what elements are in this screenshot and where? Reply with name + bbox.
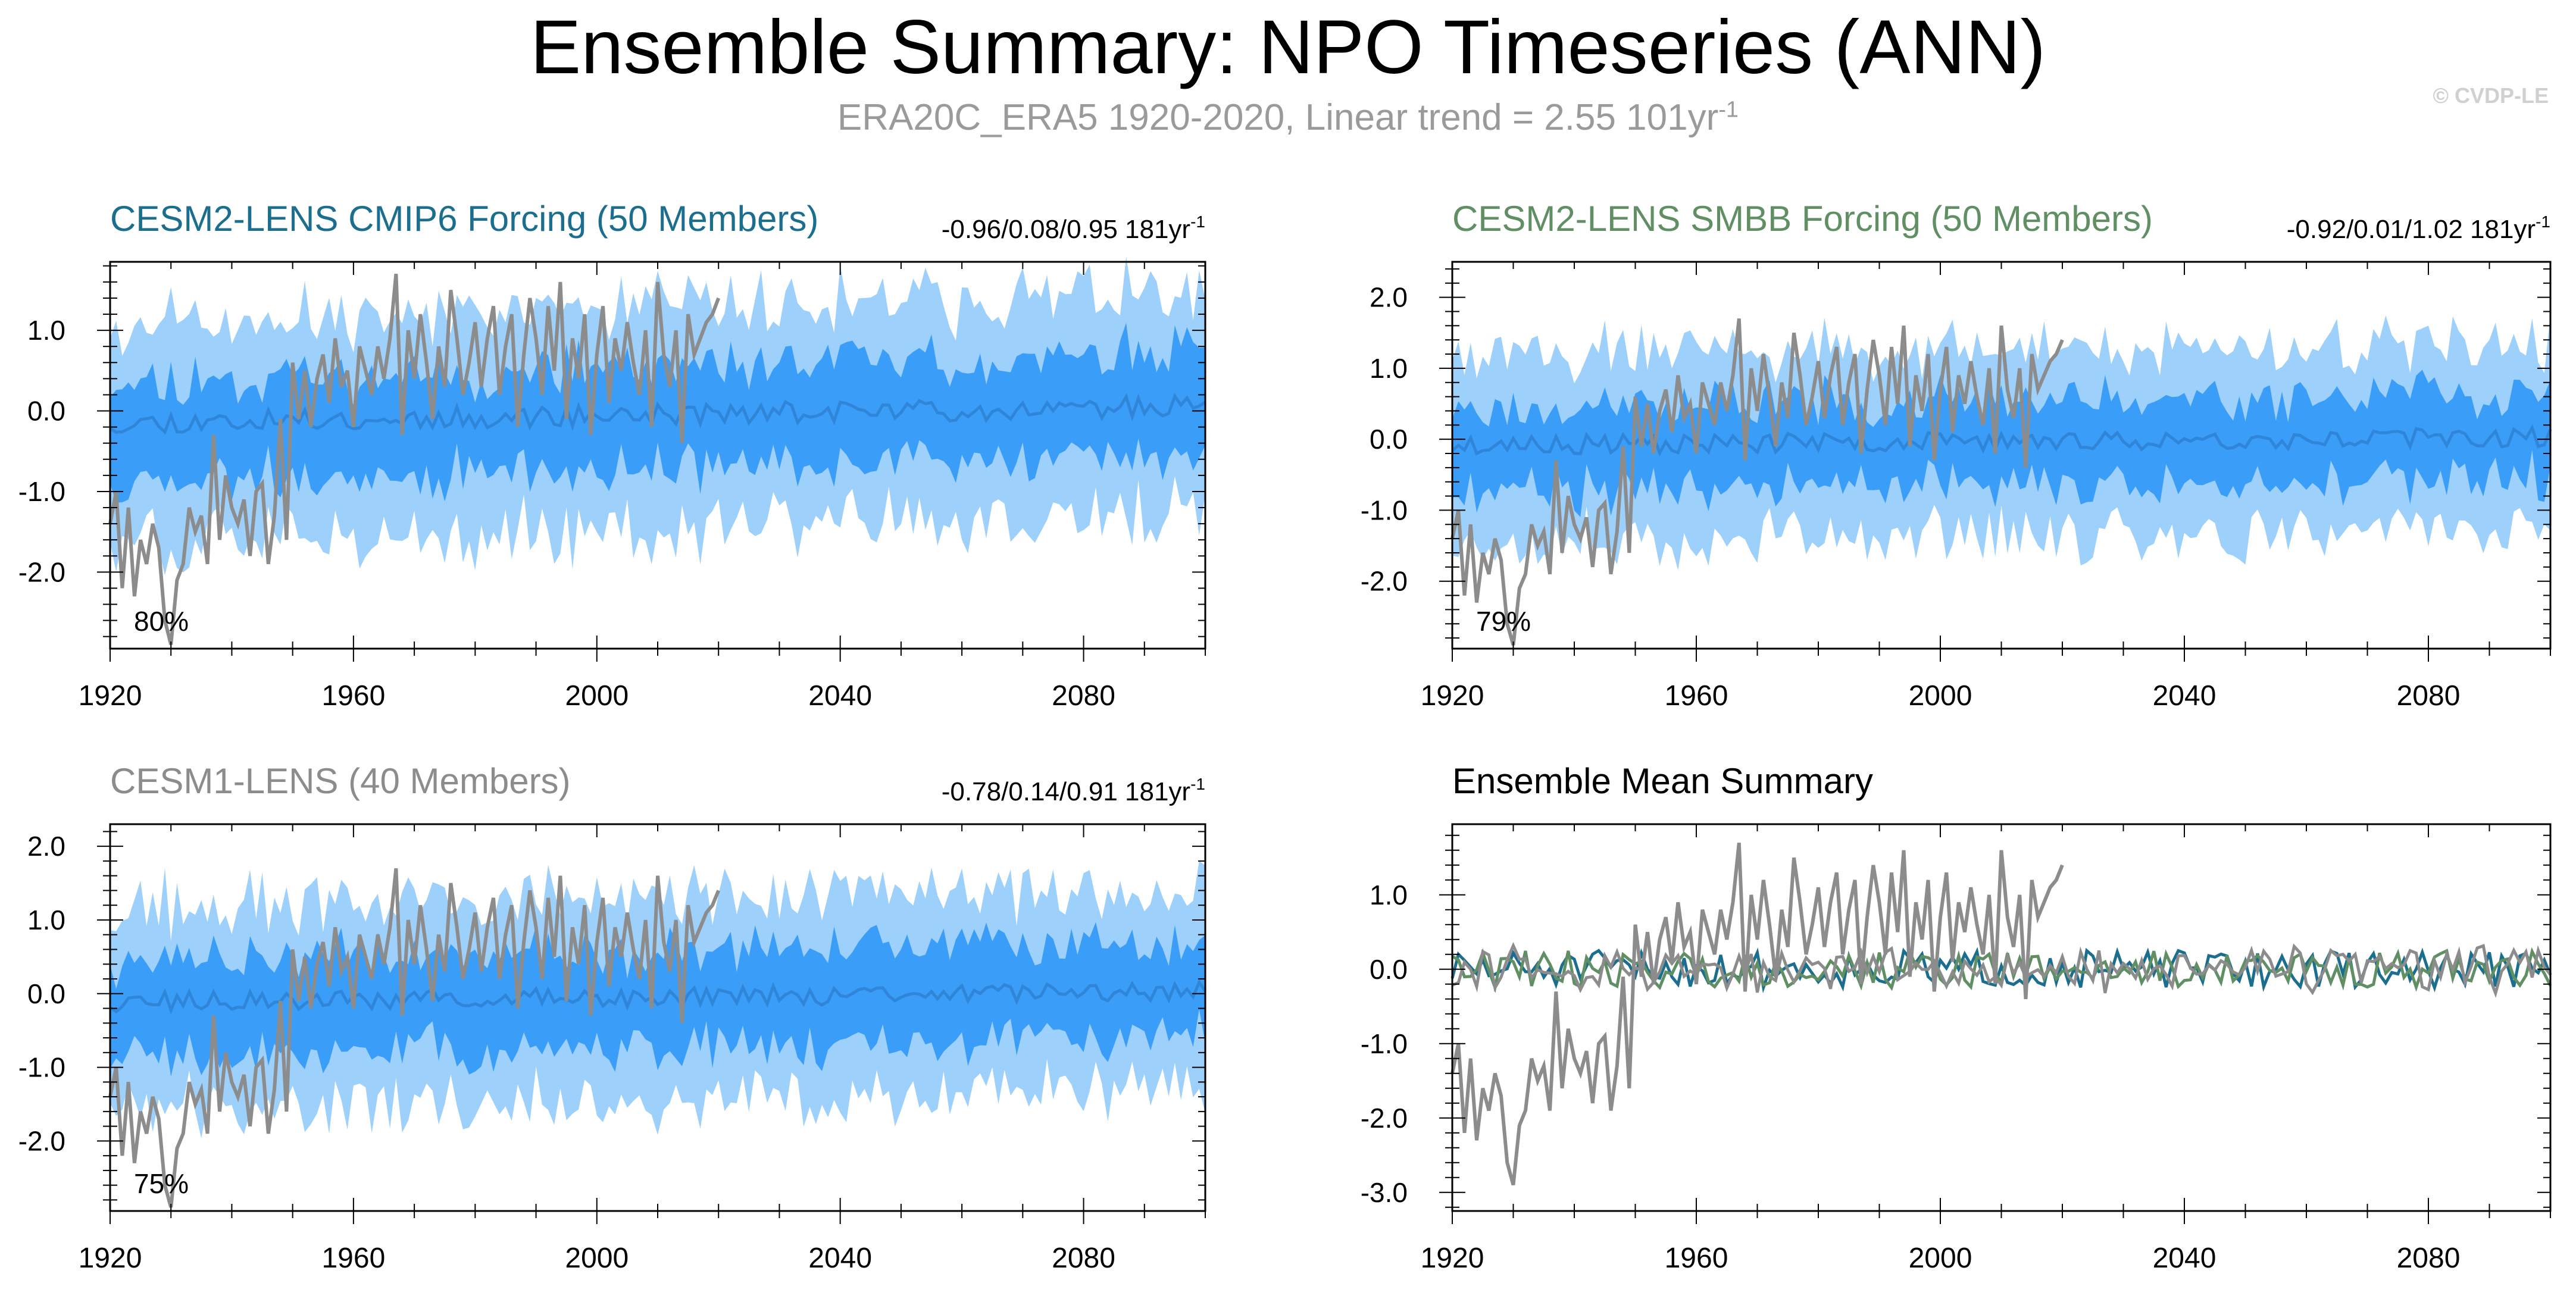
y-tick-label: -1.0 [1361, 495, 1408, 525]
y-tick-label: -1.0 [18, 476, 65, 507]
x-tick-label: 2080 [1052, 1243, 1115, 1274]
x-tick-label: 2040 [808, 680, 872, 712]
x-tick-label: 1960 [321, 680, 385, 712]
panel-stats: -0.78/0.14/0.91 181yr-1 [942, 775, 1205, 806]
observed-series-line [108, 274, 721, 645]
y-tick-label: 0.0 [27, 396, 65, 427]
observed-series-line [108, 868, 720, 1208]
percent-label: 79% [1476, 606, 1531, 637]
x-tick-label: 2000 [565, 1243, 629, 1274]
credit-label: © CVDP-LE [2433, 83, 2549, 108]
y-tick-label: -2.0 [1361, 566, 1408, 597]
y-tick-label: 1.0 [1370, 353, 1408, 384]
y-tick-label: 1.0 [1370, 880, 1408, 910]
y-tick-label: -1.0 [18, 1052, 65, 1083]
x-tick-label: 2040 [808, 1243, 872, 1274]
panel-stats: -0.96/0.08/0.95 181yr-1 [942, 212, 1205, 244]
x-tick-label: 2000 [1909, 1243, 1972, 1274]
y-tick-label: 1.0 [27, 905, 65, 935]
subtitle-superscript: -1 [1718, 97, 1739, 123]
x-tick-label: 2040 [2153, 1243, 2217, 1274]
ensemble-mean-line [109, 393, 1206, 435]
x-tick-label: 1920 [1421, 1243, 1484, 1274]
y-tick-label: 0.0 [1370, 954, 1408, 985]
x-tick-label: 2000 [1909, 680, 1972, 712]
y-tick-label: -2.0 [1361, 1103, 1408, 1134]
x-tick-label: 2040 [2153, 680, 2217, 712]
percent-label: 80% [134, 606, 189, 637]
y-tick-label: 0.0 [1370, 424, 1408, 455]
panel-stats-superscript: -1 [1190, 775, 1205, 793]
panel-stats-superscript: -1 [1190, 212, 1205, 231]
panel-title: Ensemble Mean Summary [1452, 761, 1873, 801]
subtitle-text: ERA20C_ERA5 1920-2020, Linear trend = 2.… [837, 97, 1719, 138]
panel-stats-text: -0.78/0.14/0.91 181yr [942, 777, 1190, 806]
panel-stats-text: -0.92/0.01/1.02 181yr [2287, 215, 2536, 244]
x-tick-label: 2000 [565, 680, 629, 712]
x-tick-label: 1920 [79, 680, 142, 712]
ensemble-mean-line [1451, 424, 2552, 457]
y-tick-label: -2.0 [18, 1125, 65, 1156]
panel-stats: -0.92/0.01/1.02 181yr-1 [2287, 212, 2550, 244]
y-tick-label: 2.0 [1370, 282, 1408, 313]
chart-panel-cesm2-smbb: CESM2-LENS SMBB Forcing (50 Members) -0.9… [1361, 199, 2552, 712]
x-tick-label: 2080 [1052, 680, 1115, 712]
x-tick-label: 1920 [79, 1243, 142, 1274]
observed-series-line [1450, 842, 2064, 1186]
x-tick-label: 1960 [1665, 1243, 1728, 1274]
panel-title: CESM2-LENS SMBB Forcing (50 Members) [1452, 199, 2153, 239]
panel-stats-text: -0.96/0.08/0.95 181yr [942, 215, 1190, 244]
panel-title: CESM2-LENS CMIP6 Forcing (50 Members) [110, 199, 818, 239]
x-tick-label: 1960 [1665, 680, 1728, 712]
y-tick-label: 2.0 [27, 831, 65, 862]
x-tick-label: 1960 [321, 1243, 385, 1274]
chart-panel-cesm2-cmip6: CESM2-LENS CMIP6 Forcing (50 Members) -0.… [18, 199, 1206, 712]
percent-label: 75% [134, 1168, 189, 1199]
page-subtitle: ERA20C_ERA5 1920-2020, Linear trend = 2.… [0, 96, 2576, 139]
panel-title: CESM1-LENS (40 Members) [110, 761, 571, 801]
x-tick-label: 1920 [1421, 680, 1484, 712]
observed-series-line [1450, 318, 2064, 646]
chart-panel-cesm1: CESM1-LENS (40 Members) -0.78/0.14/0.91 1… [18, 761, 1207, 1274]
x-tick-label: 2080 [2397, 680, 2461, 712]
panel-stats-superscript: -1 [2536, 212, 2550, 231]
page-title: Ensemble Summary: NPO Timeseries (ANN) [530, 5, 2046, 90]
ensemble-mean-line [109, 979, 1207, 1015]
y-tick-label: -1.0 [1361, 1028, 1408, 1059]
chart-panel-ensemble-mean: Ensemble Mean Summary 1.0 0.0 -1.0 -2.0 -3.0 1… [1361, 761, 2552, 1274]
y-tick-label: -2.0 [18, 556, 65, 587]
x-tick-label: 2080 [2397, 1243, 2461, 1274]
y-tick-label: -3.0 [1361, 1177, 1408, 1208]
y-tick-label: 0.0 [27, 978, 65, 1009]
inner-spread-band [1452, 370, 2550, 517]
inner-spread-band [110, 323, 1205, 503]
y-tick-label: 1.0 [27, 315, 65, 346]
